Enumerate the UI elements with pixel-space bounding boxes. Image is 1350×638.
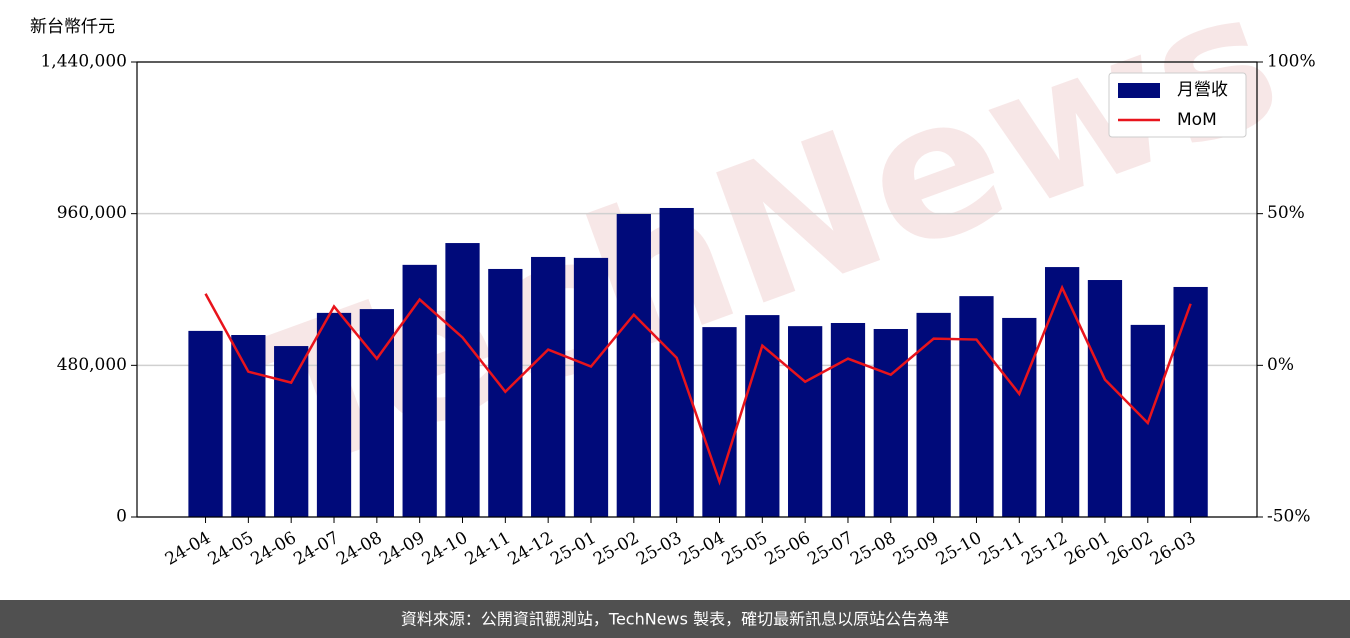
y-tick-label: 480,000 [57,355,127,375]
bar [1002,317,1037,517]
bar [830,322,866,517]
y-tick-label: 1,440,000 [40,52,127,72]
y-tick-label: 960,000 [57,203,127,223]
x-tick-label: 24-04 [162,528,214,570]
x-tick-label: 25-03 [633,528,685,570]
bar [916,312,951,517]
x-tick-label: 25-10 [933,528,985,570]
x-tick-label: 26-03 [1147,528,1199,570]
x-tick-label: 24-08 [333,528,385,570]
legend-swatch [1118,83,1160,98]
x-tick-label: 24-09 [376,528,428,570]
x-tick-label: 25-05 [719,528,771,570]
x-tick-label: 25-02 [590,528,642,570]
x-tick-label: 25-12 [1018,528,1070,570]
bar [788,326,823,517]
bar [274,346,309,517]
x-tick-label: 24-11 [462,528,514,570]
y2-tick-label: 50% [1267,203,1305,223]
x-tick-label: 25-08 [847,528,899,570]
footer [0,600,1350,638]
bar [959,296,994,517]
bar [1173,286,1208,517]
bar [402,264,437,517]
x-tick-label: 26-02 [1104,528,1156,570]
x-tick-label: 25-11 [976,528,1028,570]
bar [445,243,480,518]
y2-tick-label: -50% [1267,507,1311,527]
x-tick-label: 25-09 [890,528,942,570]
y-tick-label: 0 [116,507,127,527]
x-tick-label: 24-10 [419,528,471,570]
bar [873,328,908,517]
bar [188,330,223,517]
bar [702,327,737,517]
x-tick-label: 24-07 [290,528,342,570]
bar [531,256,566,517]
legend-label: MoM [1177,110,1217,130]
bar [231,335,266,517]
y2-tick-label: 0% [1267,355,1294,375]
x-tick-label: 24-06 [247,528,299,570]
source-note: 資料來源：公開資訊觀測站，TechNews 製表，確切最新訊息以原站公告為準 [401,610,949,629]
x-tick-label: 25-04 [676,528,728,570]
line [204,284,1192,486]
x-tick-label: 25-06 [761,528,813,570]
y-axis-label: 新台幣仟元 [30,17,115,37]
bar [316,312,352,517]
bar [1087,280,1123,517]
bar [659,207,694,517]
bar [573,257,609,517]
x-tick-label: 26-01 [1061,528,1113,570]
legend-label: 月營收 [1177,80,1228,100]
x-tick-label: 24-12 [504,528,556,570]
x-tick-label: 24-05 [205,528,257,570]
y2-tick-label: 100% [1267,52,1316,72]
x-tick-label: 25-07 [804,528,856,570]
x-tick-label: 25-01 [547,528,599,570]
bar [616,213,651,517]
bar [1044,267,1080,517]
plot-frame [136,61,1258,518]
